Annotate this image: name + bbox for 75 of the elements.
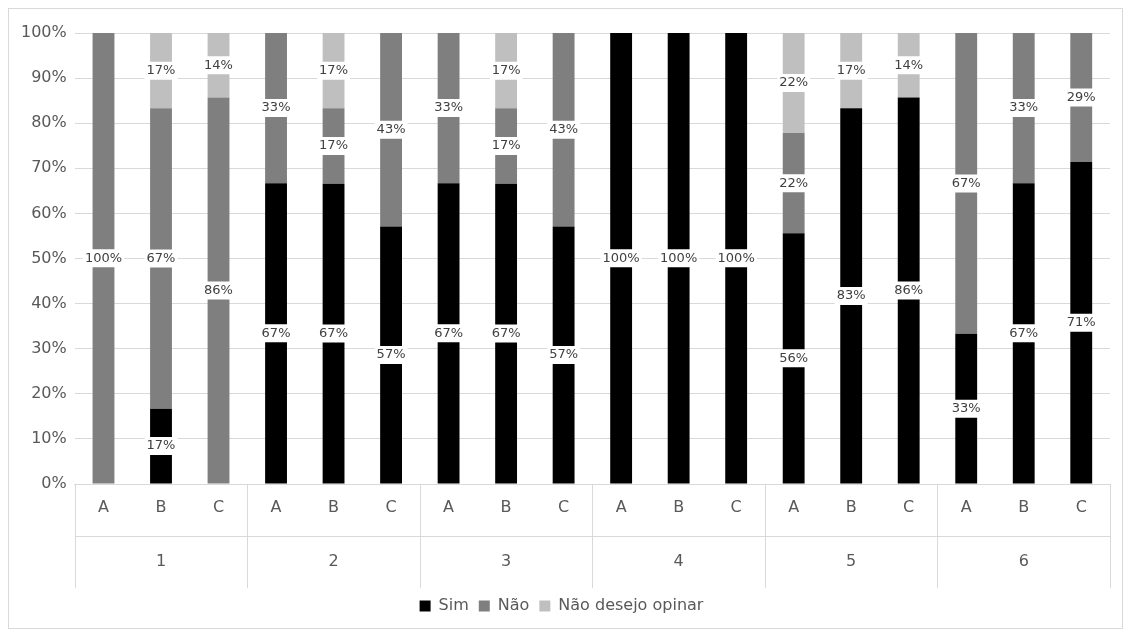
- data-label: 56%: [779, 349, 809, 365]
- data-label: 100%: [660, 249, 698, 265]
- x-tick-label: A: [788, 496, 800, 516]
- x-tick-label: A: [443, 496, 455, 516]
- data-label: 67%: [146, 249, 176, 265]
- data-label: 33%: [951, 400, 981, 416]
- x-tick-label: A: [270, 496, 282, 516]
- data-label: 33%: [434, 99, 464, 115]
- x-tick-label: C: [730, 496, 742, 516]
- data-label: 43%: [549, 121, 579, 137]
- data-label: 67%: [1009, 324, 1039, 340]
- legend-label: Não desejo opinar: [558, 595, 704, 615]
- data-label: 57%: [376, 346, 406, 362]
- data-label: 14%: [204, 56, 233, 72]
- data-label: 71%: [1066, 314, 1096, 330]
- text: 5: [846, 551, 857, 571]
- y-tick-label: 20%: [31, 382, 67, 402]
- data-label: 86%: [204, 281, 233, 297]
- data-label: 86%: [894, 281, 924, 297]
- x-tick-label: A: [960, 496, 972, 516]
- data-label: 57%: [549, 346, 579, 362]
- x-tick-label: B: [1018, 496, 1030, 516]
- y-tick-label: 70%: [31, 157, 67, 177]
- data-label: 100%: [717, 249, 755, 265]
- data-label: 100%: [602, 249, 640, 265]
- data-label: 14%: [894, 56, 924, 72]
- x-tick-label: C: [1075, 496, 1087, 516]
- data-label: 17%: [319, 137, 349, 153]
- y-tick-label: 30%: [31, 337, 67, 357]
- y-tick-label: 0%: [41, 473, 67, 493]
- y-tick-label: 100%: [20, 22, 67, 42]
- x-tick-label: B: [155, 496, 167, 516]
- y-tick-label: 50%: [31, 247, 67, 267]
- data-label: 17%: [146, 62, 176, 78]
- data-label: 100%: [84, 249, 123, 265]
- x-tick-label: B: [500, 496, 512, 516]
- data-label: 22%: [779, 74, 809, 90]
- x-tick-label: B: [845, 496, 857, 516]
- y-tick-label: 60%: [31, 202, 67, 222]
- text: 2: [328, 551, 339, 571]
- data-label: 67%: [261, 324, 291, 340]
- text: 3: [501, 551, 512, 571]
- x-tick-label: C: [558, 496, 570, 516]
- x-tick-label: A: [615, 496, 627, 516]
- text: 1: [155, 551, 167, 571]
- legend-label: Sim: [438, 595, 469, 615]
- x-tick-label: C: [903, 496, 915, 516]
- data-label: 17%: [491, 137, 521, 153]
- legend-label: Não: [497, 595, 530, 615]
- y-tick-label: 80%: [31, 112, 67, 132]
- data-label: 67%: [491, 324, 521, 340]
- data-label: 17%: [319, 62, 349, 78]
- y-tick-label: 90%: [31, 67, 67, 87]
- x-tick-label: B: [328, 496, 340, 516]
- x-tick-label: A: [98, 496, 110, 516]
- data-label: 67%: [319, 324, 349, 340]
- data-label: 22%: [779, 174, 809, 190]
- bar: [207, 97, 230, 484]
- data-label: 33%: [261, 99, 291, 115]
- data-label: 43%: [376, 121, 406, 137]
- text: 6: [1018, 551, 1029, 571]
- data-label: 67%: [951, 174, 981, 190]
- data-label: 29%: [1066, 88, 1096, 104]
- x-tick-label: C: [385, 496, 397, 516]
- data-label: 17%: [491, 62, 521, 78]
- x-tick-label: B: [673, 496, 685, 516]
- data-label: 17%: [146, 437, 176, 453]
- data-label: 33%: [1009, 99, 1039, 115]
- text: 4: [673, 551, 684, 571]
- data-label: 17%: [836, 62, 866, 78]
- data-label: 67%: [434, 324, 464, 340]
- x-tick-label: C: [212, 496, 225, 516]
- data-label: 83%: [836, 287, 866, 303]
- y-tick-label: 40%: [31, 292, 67, 312]
- y-tick-label: 10%: [31, 428, 67, 448]
